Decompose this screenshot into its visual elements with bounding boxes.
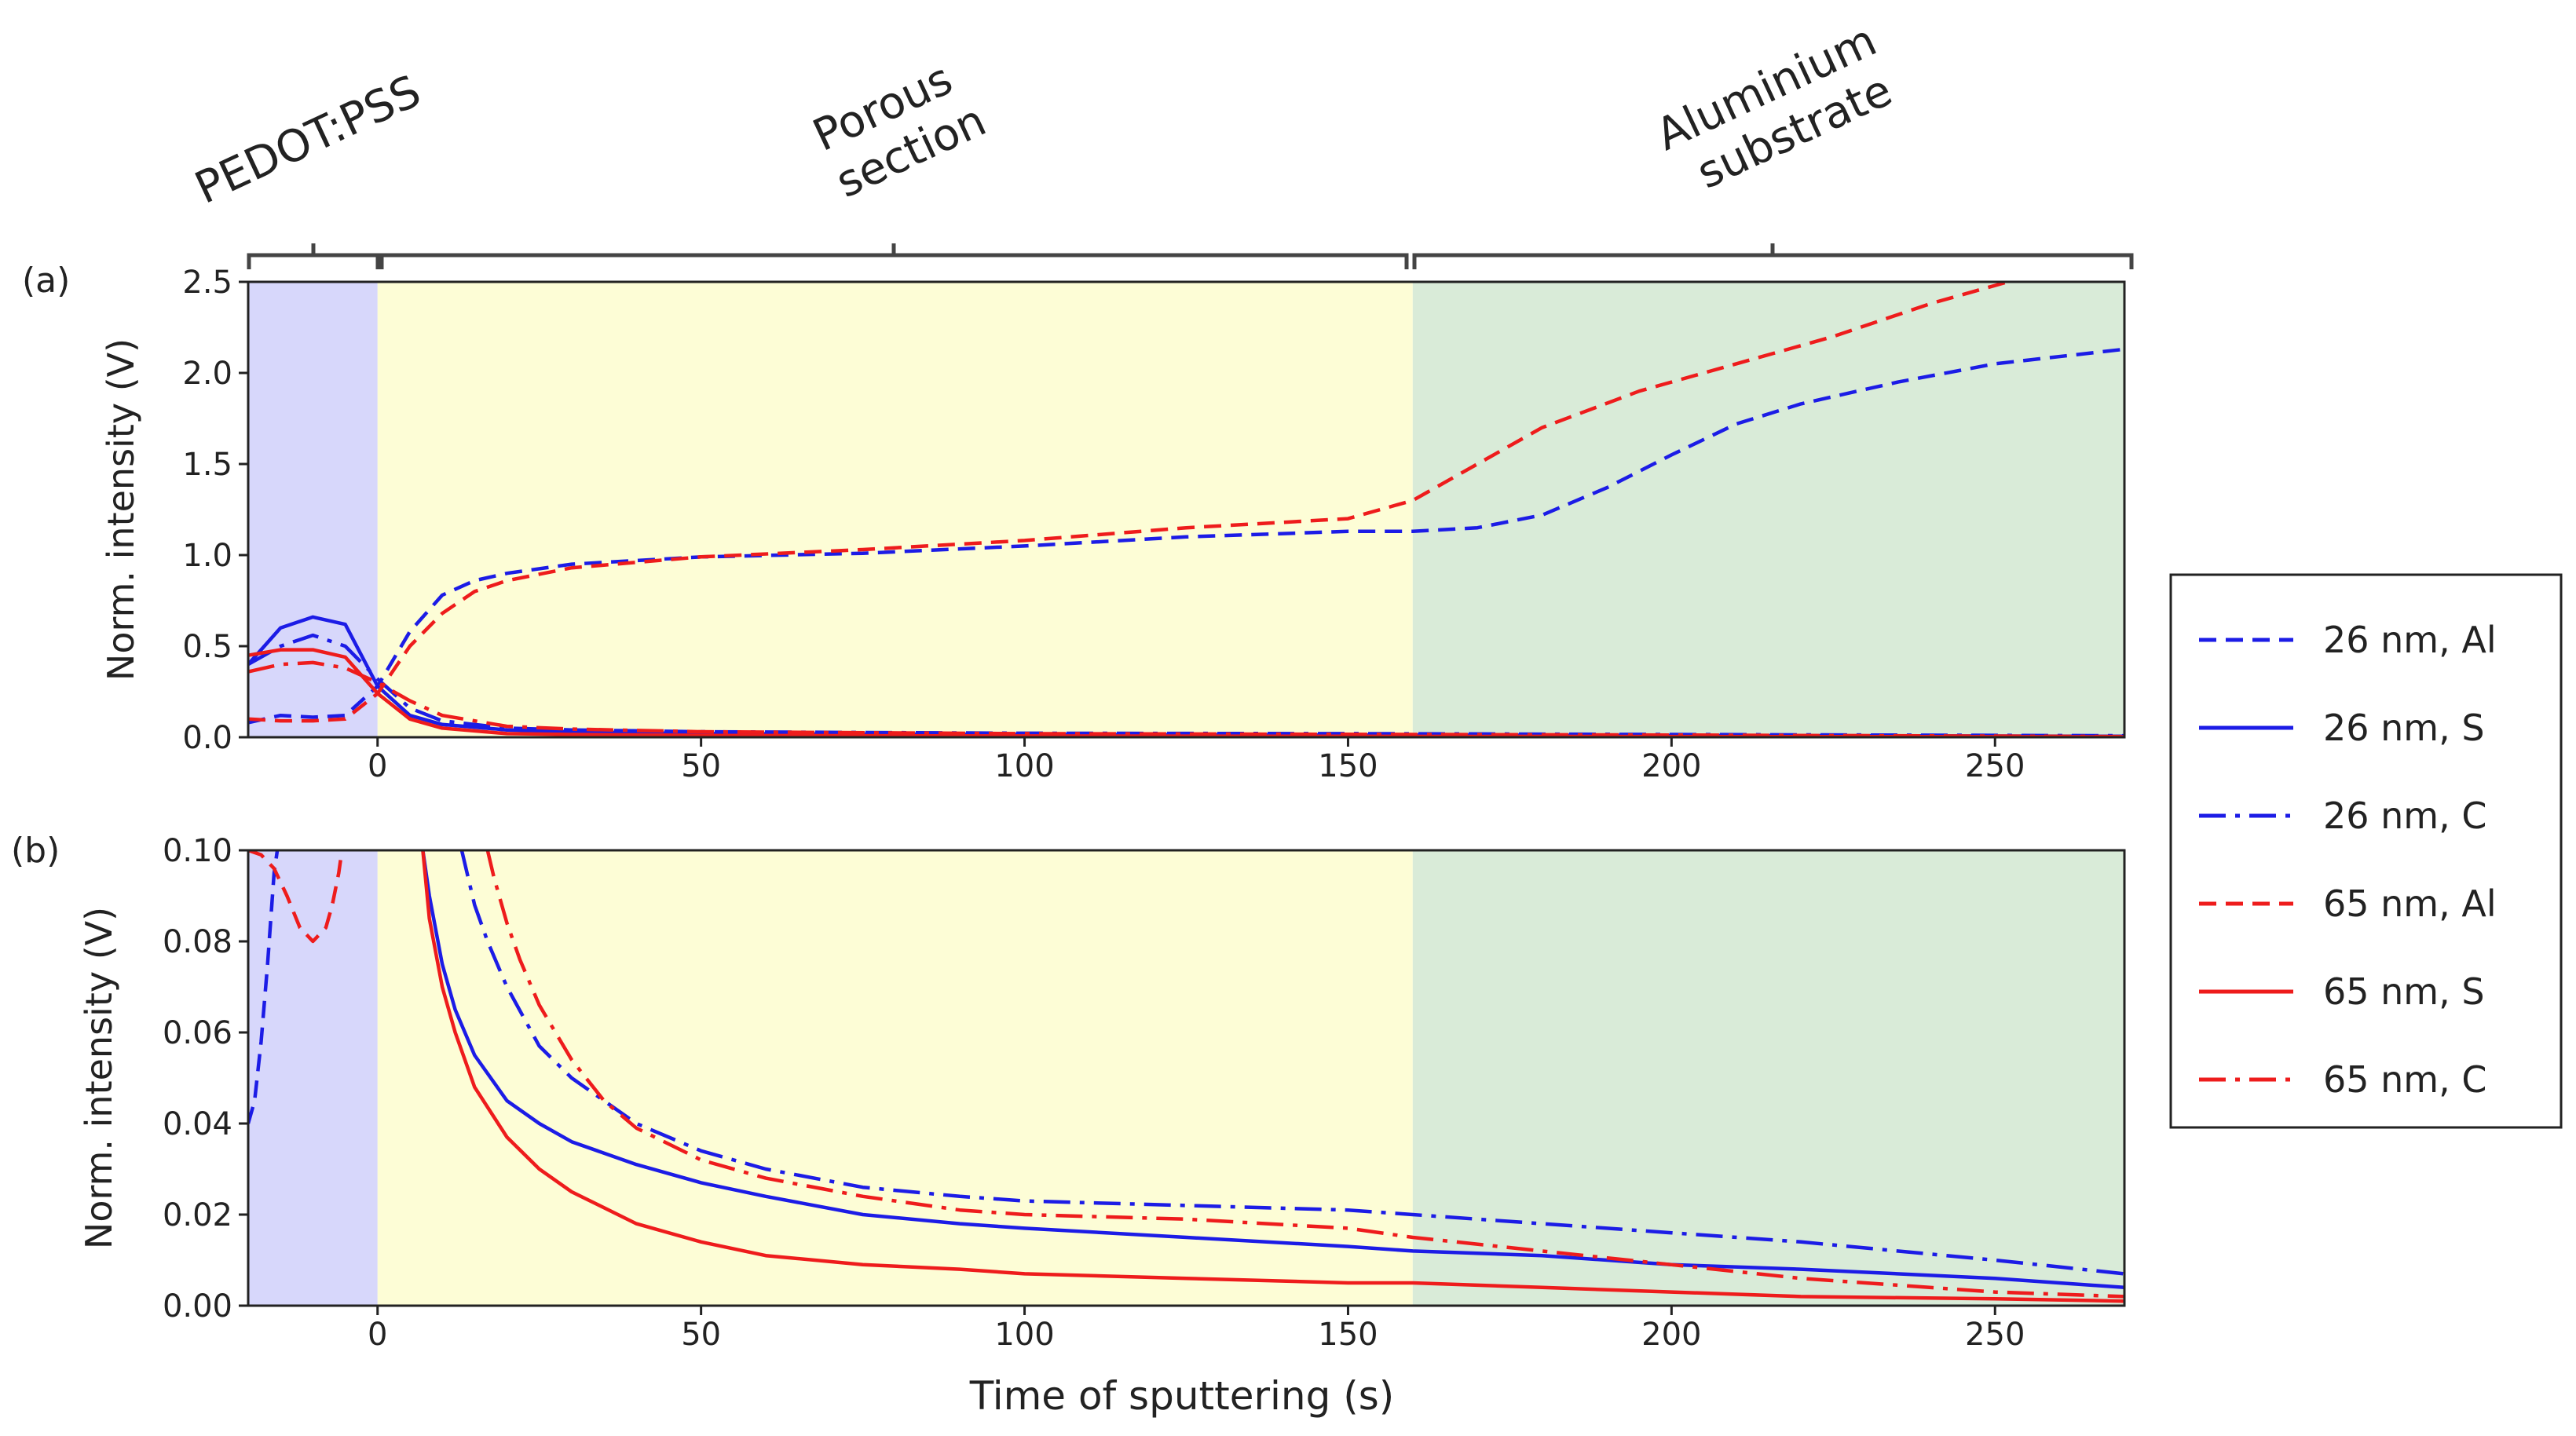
legend-label-3: 65 nm, Al	[2323, 882, 2497, 925]
region-label-porous: Porous section	[806, 48, 995, 209]
legend-label-0: 26 nm, Al	[2323, 619, 2497, 661]
panel-label-a: (a)	[22, 261, 70, 301]
panel-b: 0 50 100 150 200 2500.000.020.040.060.080.10 …	[78, 833, 2126, 1353]
panel-b-ytick-label-5: 0.10	[163, 833, 232, 869]
panel-a-region-band-1	[377, 282, 1413, 737]
panel-a-ytick-label-0: 0.0	[182, 720, 232, 756]
panel-b-ytick-label-0: 0.00	[163, 1288, 232, 1325]
panel-a-series-65-nm-c	[248, 660, 2124, 737]
panel-label-b: (b)	[11, 831, 60, 871]
panel-b-ylabel: Norm. intensity (V)	[78, 907, 120, 1249]
region-brackets	[247, 243, 2134, 269]
panel-a-region-band-2	[1412, 282, 2124, 737]
panel-a-ylabel: Norm. intensity (V)	[100, 338, 142, 681]
panel-b-xtick-label-0: 0	[368, 1317, 387, 1353]
panel-b-background-regions	[248, 850, 2124, 1306]
region-label-pedot: PEDOT:PSS	[188, 66, 429, 214]
panel-b-series-26-nm-c	[459, 850, 2124, 1276]
panel-a-xtick-label-4: 200	[1641, 748, 1701, 784]
bracket-porous	[379, 243, 1409, 269]
panel-b-xtick-label-2: 100	[994, 1317, 1054, 1353]
panel-b-region-band-2	[1412, 850, 2124, 1306]
panel-a-ytick-label-4: 2.0	[182, 356, 232, 392]
x-axis-label: Time of sputtering (s)	[969, 1373, 1395, 1419]
panel-b-xtick-label-1: 50	[681, 1317, 721, 1353]
legend-entries: 26 nm, Al 26 nm, S 26 nm, C 65 nm, Al 65 nm,…	[2199, 619, 2497, 1101]
panel-a-xtick-label-5: 250	[1965, 748, 2025, 784]
bracket-aluminium	[1412, 243, 2134, 269]
panel-a-background-regions	[248, 282, 2124, 737]
region-label-pedot-line1: PEDOT:PSS	[188, 66, 429, 214]
panel-a-ticks: 0 50 100 150 200 250 0.0 0.5 1.0 1.5 2.0 2.5	[182, 265, 2025, 784]
panel-b-ytick-label-2: 0.04	[163, 1106, 232, 1142]
legend-box	[2169, 573, 2563, 1129]
panel-a-series-65-nm-al	[248, 282, 2009, 723]
panel-b-series-26-nm-s	[421, 850, 2124, 1290]
panel-b-xtick-label-5: 250	[1965, 1317, 2025, 1353]
panel-a: 0 50 100 150 200 250 0.0 0.5 1.0 1.5 2.0 2.5 Norm. …	[100, 265, 2126, 784]
region-label-aluminium: Aluminium substrate	[1648, 9, 1919, 208]
panel-b-series-65-nm-c	[485, 850, 2124, 1299]
panel-b-ytick-label-1: 0.02	[163, 1197, 232, 1233]
panel-b-xtick-label-4: 200	[1641, 1317, 1701, 1353]
panel-b-region-band-0	[248, 850, 378, 1306]
panel-a-ytick-label-1: 0.5	[182, 629, 232, 665]
legend-label-1: 26 nm, S	[2323, 707, 2485, 749]
panel-b-ytick-label-4: 0.08	[163, 924, 232, 960]
panel-b-xtick-label-3: 150	[1318, 1317, 1378, 1353]
panel-a-ytick-label-3: 1.5	[182, 447, 232, 483]
legend: 26 nm, Al 26 nm, S 26 nm, C 65 nm, Al 65 nm,…	[2169, 573, 2563, 1129]
panel-b-series-65-nm-al	[248, 850, 344, 944]
legend-label-5: 65 nm, C	[2323, 1058, 2486, 1101]
panel-b-frame	[247, 849, 2126, 1307]
panel-a-xtick-label-3: 150	[1318, 748, 1378, 784]
legend-label-2: 26 nm, C	[2323, 795, 2486, 837]
region-labels: PEDOT:PSS Porous section Aluminium subst…	[188, 9, 1919, 214]
panel-b-series	[248, 850, 2124, 1303]
panel-a-ytick-label-2: 1.0	[182, 538, 232, 574]
panel-a-frame	[247, 280, 2126, 739]
panel-a-xtick-label-2: 100	[994, 748, 1054, 784]
panel-b-ticks: 0 50 100 150 200 250 0.00 0.02 0.04 0.06 0.08 0.10	[163, 833, 2025, 1353]
bracket-pedot	[247, 243, 380, 269]
panel-a-xtick-label-0: 0	[368, 748, 387, 784]
panel-b-ytick-label-3: 0.06	[163, 1015, 232, 1051]
panel-b-series-65-nm-s	[421, 850, 2124, 1303]
panel-a-xtick-label-1: 50	[681, 748, 721, 784]
legend-label-4: 65 nm, S	[2323, 970, 2485, 1013]
panel-b-region-band-1	[377, 850, 1413, 1306]
panel-a-ytick-label-5: 2.5	[182, 265, 232, 301]
